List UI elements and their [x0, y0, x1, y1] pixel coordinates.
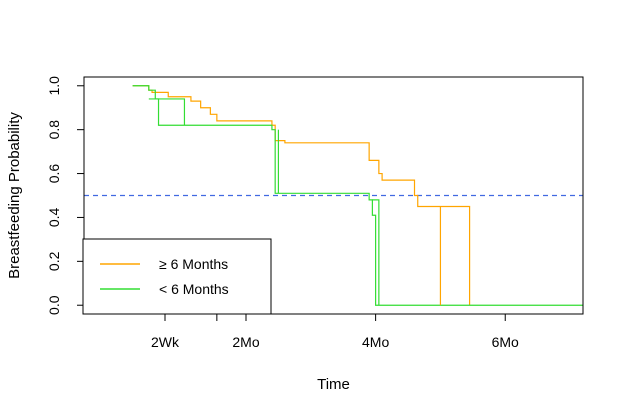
y-tick-label-0: 0.0: [46, 295, 62, 315]
y-axis: 0.0 0.2 0.4 0.6 0.8 1.0: [46, 76, 84, 315]
x-tick-label-2: 2Mo: [232, 334, 259, 350]
y-tick-label-5: 1.0: [46, 76, 62, 96]
series-1-extra-segment-0: [149, 99, 185, 125]
legend: ≥ 6 Months < 6 Months: [83, 239, 271, 314]
x-axis: 2Wk 2Mo 4Mo 6Mo: [151, 314, 519, 350]
y-tick-label-2: 0.4: [46, 208, 62, 228]
survival-chart: 2Wk 2Mo 4Mo 6Mo 0.0 0.2 0.4 0.6 0.8 1.0 Time Bre…: [0, 0, 624, 416]
legend-box: [83, 239, 271, 314]
y-axis-title: Breastfeeding Probability: [6, 112, 23, 279]
x-tick-label-0: 2Wk: [151, 334, 180, 350]
y-tick-label-4: 0.8: [46, 120, 62, 140]
x-tick-label-4: 6Mo: [492, 334, 519, 350]
legend-label-0: ≥ 6 Months: [159, 256, 228, 272]
x-tick-label-3: 4Mo: [362, 334, 389, 350]
y-tick-label-3: 0.6: [46, 164, 62, 184]
legend-label-1: < 6 Months: [159, 281, 229, 297]
x-axis-title: Time: [317, 376, 350, 393]
y-tick-label-1: 0.2: [46, 251, 62, 271]
